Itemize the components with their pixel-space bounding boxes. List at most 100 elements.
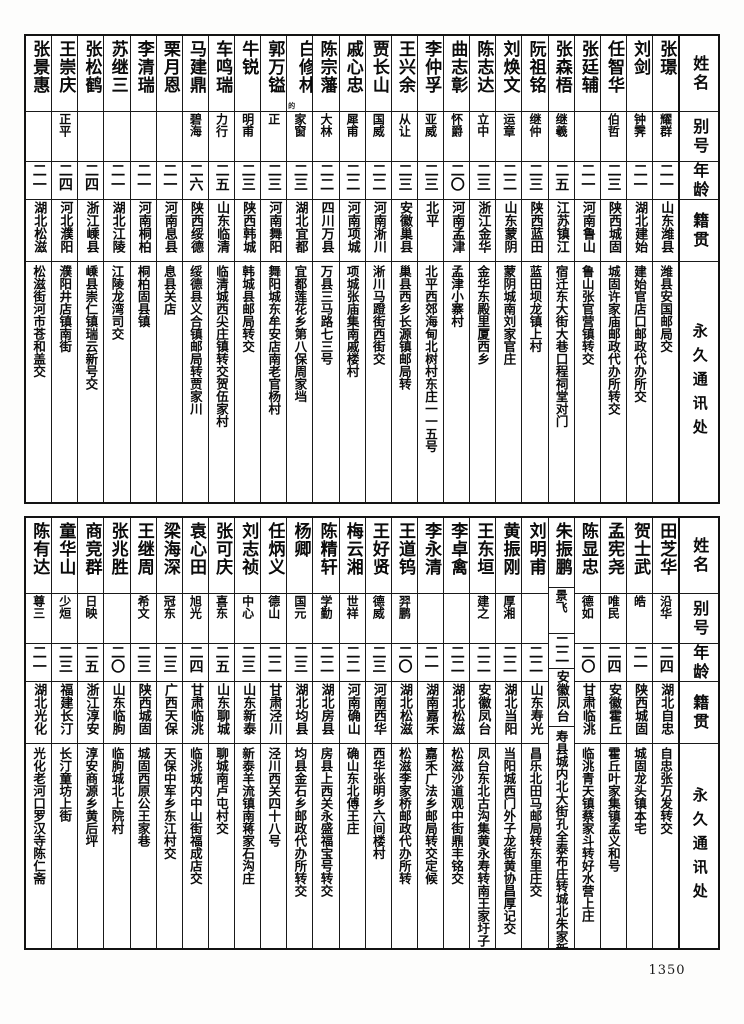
cell-age: 二三: [600, 161, 626, 199]
cell-age: 二二: [313, 161, 339, 199]
cell-native-place: 浙江淳安: [78, 681, 104, 743]
cell-alias-text: 家窗: [292, 113, 307, 137]
cell-name-text: 任智华: [603, 40, 624, 94]
row-label-text: 别号: [690, 600, 710, 638]
person-column: 刘剑 钟霁 二一 湖北建始 建始官店口邮政代办所交: [625, 36, 652, 502]
cell-name-text: 贾长山: [368, 40, 389, 94]
cell-name: 戚心忠: [340, 36, 365, 111]
cell-alias: [104, 111, 130, 161]
cell-native-place-text: 陕西城固: [632, 683, 648, 735]
cell-native-place-text: 四川万县: [318, 201, 334, 253]
cell-alias: 旭光: [182, 593, 208, 643]
cell-native-place: 陕西蓝田: [522, 199, 548, 261]
cell-address: 长汀童坊上街: [52, 743, 78, 948]
cell-age: 二三: [417, 161, 443, 199]
cell-address: 舞阳城东牟安店南老官杨村: [261, 261, 287, 502]
person-column: 郭万镒正二三 河南舞阳 舞阳城东牟安店南老官杨村: [260, 36, 287, 502]
cell-age: 二三: [156, 643, 182, 681]
cell-age: 二五: [548, 161, 574, 199]
cell-native-place: 河南项城: [339, 199, 365, 261]
person-column: 李仲孚 亚威 二三 北平 北平西郊海甸北树村东庄一一五号: [416, 36, 443, 502]
cell-address: 新泰羊流镇南蒋家石沟庄: [235, 743, 261, 948]
cell-alias: 景飞: [548, 587, 574, 633]
cell-native-place-text: 安徽巢县: [396, 201, 412, 253]
cell-age-text: 二二: [500, 645, 517, 673]
cell-native-place-text: 湖北均县: [292, 683, 308, 735]
cell-address: 确山东北傅王庄: [339, 743, 365, 948]
cell-native-place-text: 湖北当阳: [501, 683, 517, 735]
cell-name-text: 王道钨: [394, 522, 415, 576]
cell-name-text: 贺士武: [630, 522, 651, 576]
cell-native-place: 陕西城固: [130, 681, 156, 743]
person-column: 王崇庆 正平 二四 河北濮阳 濮阳井店镇南街: [51, 36, 78, 502]
cell-alias-text: 怀爵: [449, 113, 464, 137]
cell-native-place-text: 湖北自忠: [658, 683, 674, 735]
cell-native-place: 安徽凤台: [470, 681, 496, 743]
person-column: 王兴余 从让 二三 安徽巢县 巢县西乡长源镇邮局转: [390, 36, 417, 502]
cell-age: 二四: [52, 161, 78, 199]
person-column: 张可庆 喜东 二五 山东聊城 聊城南卢屯村交: [207, 518, 234, 948]
cell-age-text: 二三: [291, 163, 308, 191]
cell-native-place: 湖北均县: [287, 681, 313, 743]
cell-name: 车鸣瑞: [209, 36, 234, 111]
cell-alias: [417, 593, 443, 643]
person-column: 童华山 少烜 二三 福建长汀 长汀童坊上街: [51, 518, 78, 948]
cell-native-place: 湖北建始: [626, 199, 652, 261]
cell-alias: [26, 111, 52, 161]
cell-address-text: 城固龙头镇本宅: [631, 747, 647, 835]
cell-address: 江陵龙湾司交: [104, 261, 130, 502]
cell-alias: 喜东: [208, 593, 234, 643]
person-column: 张景惠 二一 湖北松滋 松滋街河市苍和盖交: [26, 36, 52, 502]
cell-name-text: 梅云湘: [342, 522, 363, 576]
cell-alias: [156, 111, 182, 161]
cell-name: 贺士武: [627, 518, 652, 593]
cell-alias: 皓: [626, 593, 652, 643]
cell-name-text: 阮祖铭: [525, 40, 546, 94]
cell-address: 松滋李家桥邮政代办所转: [391, 743, 417, 948]
person-column: 刘明甫 二二 山东寿光 昌乐北田马邮局转东里庄交: [521, 518, 548, 948]
cell-name: 陈宗藩: [313, 36, 338, 111]
cell-name-text: 牛锐: [238, 40, 259, 76]
cell-address: 房县上西关永盛福宝号转交: [313, 743, 339, 948]
cell-address-text: 江陵龙湾司交: [109, 265, 125, 340]
cell-address-text: 临朐城北上院村: [109, 747, 125, 835]
cell-age: 二一: [26, 643, 52, 681]
cell-alias-text: 正: [266, 113, 281, 125]
cell-address: 松滋沙道观中街鼎丰铭交: [444, 743, 470, 948]
cell-address-text: 城固许家庙邮政代办所转交: [605, 265, 621, 415]
cell-alias: 德如: [574, 593, 600, 643]
cell-age: 二三: [365, 643, 391, 681]
cell-name: 张森梧: [549, 36, 574, 111]
cell-address-text: 嵊县崇仁镇瑞云新号交: [83, 265, 99, 390]
cell-age-text: 二二: [265, 645, 282, 673]
cell-age: 二三: [470, 161, 496, 199]
cell-native-place: 山东新泰: [235, 681, 261, 743]
cell-age-text: 二五: [213, 645, 230, 673]
cell-address: 城固许家庙邮政代办所转交: [600, 261, 626, 502]
cell-native-place-text: 安徽凤台: [475, 683, 491, 735]
cell-age: 二三: [391, 161, 417, 199]
cell-address-text: 泾川西关四十八号: [266, 747, 282, 847]
cell-native-place: 河南舞阳: [261, 199, 287, 261]
cell-name-text: 刘志祯: [238, 522, 259, 576]
cell-native-place-text: 河南舞阳: [266, 201, 282, 253]
cell-age: 二四: [653, 643, 679, 681]
cell-native-place: 河南桐柏: [130, 199, 156, 261]
cell-native-place-text: 河南孟津: [449, 201, 465, 253]
person-column: 王好贤 德威 二三 河南西华 西华张明乡六间楼村: [364, 518, 391, 948]
cell-name-text: 曲志彰: [447, 40, 468, 94]
person-column: 曲志彰 怀爵 二〇 河南孟津 孟津小寨村: [443, 36, 470, 502]
cell-address-text: 孟津小寨村: [449, 265, 465, 328]
cell-address-text: 项城张庙集南戚楼村: [344, 265, 360, 378]
cell-native-place-text: 河南鲁山: [579, 201, 595, 253]
cell-name: 王东垣: [470, 518, 495, 593]
cell-alias: 中心: [235, 593, 261, 643]
cell-address-text: 光化老河口罗汉寺陈仁斋: [31, 747, 47, 885]
cell-address: 息县关店: [156, 261, 182, 502]
person-column: 贾长山 国威 二二 河南淅川 淅川马蹬街西街交: [364, 36, 391, 502]
cell-alias: [104, 593, 130, 643]
cell-address-text: 桐柏固县镇: [135, 265, 151, 328]
cell-name: 任炳义: [261, 518, 286, 593]
cell-alias: 碧海: [182, 111, 208, 161]
cell-alias-text: 亚威: [423, 113, 438, 137]
